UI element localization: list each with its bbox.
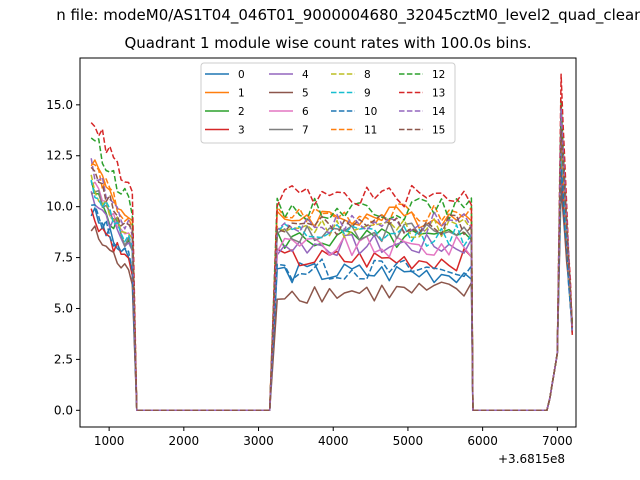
x-tick-label: 4000 (318, 434, 349, 448)
legend-label-0: 0 (238, 69, 245, 81)
series-line-4 (90, 132, 574, 412)
legend-label-11: 11 (364, 125, 377, 137)
series-line-11 (90, 118, 574, 412)
y-tick-label: 15.0 (46, 98, 73, 112)
x-axis: 1000 2000 3000 4000 5000 6000 7000 (94, 427, 573, 448)
legend-label-9: 9 (364, 88, 371, 100)
x-tick-label: 5000 (393, 434, 424, 448)
x-tick-label: 1000 (94, 434, 125, 448)
legend-label-13: 13 (432, 88, 445, 100)
legend-label-10: 10 (364, 106, 377, 118)
series-line-9 (90, 148, 574, 412)
x-tick-label: 6000 (467, 434, 498, 448)
series-line-3 (90, 161, 574, 412)
x-tick-label: 3000 (243, 434, 274, 448)
legend-label-12: 12 (432, 69, 445, 81)
legend-label-3: 3 (238, 125, 245, 137)
legend-label-2: 2 (238, 106, 245, 118)
series-layer (90, 73, 574, 412)
series-line-8 (90, 140, 574, 412)
chart-title: Quadrant 1 module wise count rates with … (124, 34, 532, 52)
y-axis: 0.0 2.5 5.0 7.5 10.0 12.5 15.0 (46, 98, 80, 417)
y-tick-label: 0.0 (54, 403, 73, 417)
legend-label-6: 6 (302, 106, 309, 118)
x-tick-label: 2000 (169, 434, 200, 448)
legend-label-7: 7 (302, 125, 309, 137)
legend-label-4: 4 (302, 69, 309, 81)
x-tick-label: 7000 (542, 434, 573, 448)
legend-box (200, 62, 456, 144)
series-line-14 (90, 108, 574, 412)
figure-suptitle: n file: modeM0/AS1T04_046T01_9000004680_… (56, 6, 640, 24)
legend-label-14: 14 (432, 106, 446, 118)
legend-label-15: 15 (432, 125, 445, 137)
y-tick-label: 2.5 (54, 352, 73, 366)
series-line-7 (90, 136, 574, 412)
x-offset-label: +3.6815e8 (498, 452, 566, 466)
series-line-12 (90, 100, 574, 412)
series-line-15 (90, 128, 574, 412)
series-line-1 (90, 124, 574, 412)
legend-label-5: 5 (302, 88, 309, 100)
legend-label-1: 1 (238, 88, 245, 100)
y-tick-label: 7.5 (54, 251, 73, 265)
plot-frame (79, 57, 577, 428)
series-line-0 (90, 165, 574, 412)
y-tick-label: 10.0 (46, 200, 73, 214)
y-tick-label: 12.5 (46, 149, 73, 163)
series-line-5 (90, 185, 574, 412)
series-line-10 (91, 169, 574, 412)
y-tick-label: 5.0 (54, 301, 73, 315)
legend-label-8: 8 (364, 69, 371, 81)
